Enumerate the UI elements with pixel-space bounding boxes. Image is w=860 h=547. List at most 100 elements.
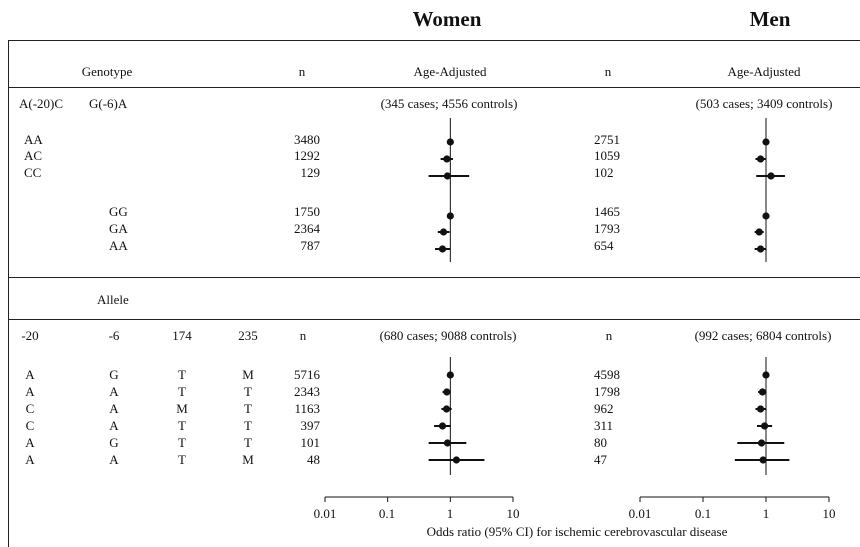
women-odds-ratio-point — [439, 228, 448, 236]
allele-label: Allele — [97, 292, 129, 307]
allele-cell: A — [25, 435, 35, 450]
women-n-value: 3480 — [294, 132, 320, 147]
allele-col-header: -20 — [21, 328, 39, 343]
men-tick-label: 1 — [762, 506, 770, 521]
allele-cell: A — [109, 452, 119, 467]
genotype-row-label: AC — [24, 148, 43, 163]
top-rule — [8, 40, 860, 41]
header-rule-2 — [8, 319, 860, 320]
allele-cell: A — [109, 418, 119, 433]
women-odds-ratio-point — [438, 245, 447, 253]
men-n-value: 102 — [594, 165, 614, 180]
x-axis-label: Odds ratio (95% CI) for ischemic cerebro… — [426, 524, 728, 539]
women-n-value: 1750 — [294, 204, 320, 219]
allele-cell: A — [25, 452, 35, 467]
men-n-value: 80 — [594, 435, 607, 450]
men-cases-controls: (503 cases; 3409 controls) — [695, 96, 833, 111]
women-odds-ratio-point — [446, 371, 454, 379]
men-odds-ratio-point — [762, 138, 770, 146]
women-n-value: 129 — [300, 165, 321, 180]
women-n-value: 1163 — [294, 401, 320, 416]
men-odds-ratio-point — [758, 388, 767, 396]
allele-col-header: 174 — [172, 328, 192, 343]
allele-cell: T — [178, 435, 186, 450]
allele-cell: T — [178, 452, 186, 467]
allele-cell: A — [25, 367, 35, 382]
allele-cell: T — [244, 435, 252, 450]
men-age-adjusted-label: Age-Adjusted — [727, 64, 801, 79]
women-n-value: 5716 — [294, 367, 320, 382]
allele-col-header: 235 — [238, 328, 258, 343]
women-odds-ratio-point — [443, 388, 451, 396]
women-odds-ratio-point — [446, 138, 454, 146]
allele-cell: M — [176, 401, 188, 416]
allele-cell: C — [25, 418, 35, 433]
men-tick-label: 0.01 — [628, 506, 652, 521]
women-odds-ratio-point — [443, 155, 451, 163]
men-n-value: 1465 — [594, 204, 620, 219]
men-odds-ratio-point — [759, 456, 767, 464]
women-tick-label: 0.01 — [313, 506, 337, 521]
women-n-value: 101 — [300, 435, 321, 450]
men-odds-ratio-point — [756, 155, 765, 163]
women-tick-label: 0.1 — [378, 506, 396, 521]
men-header: Men — [749, 7, 791, 31]
men-n-value: 2751 — [594, 132, 620, 147]
women-cases-controls: (345 cases; 4556 controls) — [380, 96, 518, 111]
women-n-value: 397 — [300, 418, 321, 433]
section-divider — [8, 277, 860, 278]
genotype-row-label: GG — [109, 204, 128, 219]
genotype-row-label: CC — [24, 165, 42, 180]
men-odds-ratio-point — [760, 422, 769, 430]
allele-cell: T — [178, 418, 186, 433]
left-border — [8, 40, 9, 547]
women-odds-ratio-point — [443, 439, 452, 447]
women-n-label-2: n — [299, 328, 307, 343]
men-tick-label: 0.1 — [694, 506, 712, 521]
genotype-row-label: GA — [109, 221, 128, 236]
men-n-value: 4598 — [594, 367, 620, 382]
women-n-value: 787 — [300, 238, 321, 253]
allele-cell: A — [109, 384, 119, 399]
women-odds-ratio-point — [438, 422, 447, 430]
men-n-value: 962 — [594, 401, 614, 416]
men-odds-ratio-point — [762, 212, 770, 220]
men-n-label-2: n — [605, 328, 613, 343]
men-n-value: 47 — [594, 452, 607, 467]
allele-cell: A — [109, 401, 119, 416]
allele-cell: T — [178, 367, 186, 382]
men-n-value: 1793 — [594, 221, 620, 236]
women-odds-ratio-point — [452, 456, 461, 464]
women-odds-ratio-point — [443, 172, 452, 180]
allele-cell: M — [242, 367, 254, 382]
snp-label-g6a: G(-6)A — [89, 96, 128, 111]
women-odds-ratio-point — [446, 212, 454, 220]
allele-cell: T — [178, 384, 186, 399]
women-cases-controls-2: (680 cases; 9088 controls) — [379, 328, 517, 343]
men-odds-ratio-point — [755, 228, 763, 236]
men-odds-ratio-point — [757, 439, 766, 447]
header-rule-1 — [8, 87, 860, 88]
men-odds-ratio-point — [767, 172, 775, 180]
women-header: Women — [412, 7, 482, 31]
allele-cell: G — [109, 367, 119, 382]
women-tick-label: 10 — [506, 506, 520, 521]
men-n-value: 1059 — [594, 148, 620, 163]
allele-cell: G — [109, 435, 119, 450]
allele-cell: C — [25, 401, 35, 416]
snp-label-a20c: A(-20)C — [19, 96, 64, 111]
men-cases-controls-2: (992 cases; 6804 controls) — [694, 328, 832, 343]
women-n-label: n — [298, 64, 306, 79]
allele-cell: T — [244, 418, 252, 433]
allele-cell: T — [244, 401, 252, 416]
men-tick-label: 10 — [822, 506, 836, 521]
genotype-row-label: AA — [109, 238, 128, 253]
women-n-value: 2343 — [294, 384, 320, 399]
men-n-label: n — [604, 64, 612, 79]
women-n-value: 48 — [307, 452, 320, 467]
men-n-value: 311 — [594, 418, 614, 433]
allele-col-header: -6 — [108, 328, 120, 343]
women-n-value: 1292 — [294, 148, 320, 163]
women-n-value: 2364 — [294, 221, 320, 236]
